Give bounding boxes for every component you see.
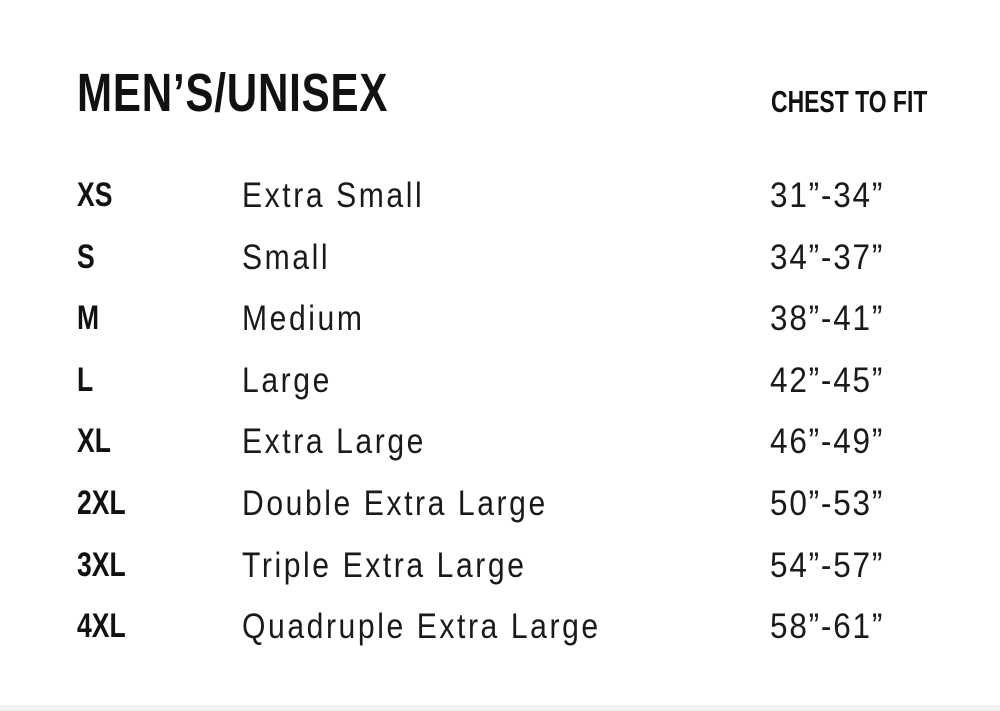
chest-column-header: CHEST TO FIT bbox=[771, 84, 928, 119]
size-name: Double Extra Large bbox=[242, 484, 548, 523]
size-name: Large bbox=[242, 360, 332, 400]
size-code: XL bbox=[77, 422, 111, 461]
size-name: Quadruple Extra Large bbox=[242, 607, 601, 647]
bottom-border bbox=[0, 705, 1000, 711]
chest-range: 31”-34” bbox=[770, 176, 885, 215]
size-code: XS bbox=[77, 176, 113, 214]
size-code: 2XL bbox=[77, 484, 126, 522]
size-code: 3XL bbox=[77, 545, 126, 584]
size-name: Small bbox=[242, 237, 331, 277]
size-code: 4XL bbox=[77, 607, 126, 646]
table-row: XS Extra Small 31”-34” bbox=[0, 176, 1000, 236]
size-name: Extra Small bbox=[242, 176, 425, 215]
table-row: 4XL Quadruple Extra Large 58”-61” bbox=[0, 607, 1000, 667]
chest-range: 38”-41” bbox=[770, 299, 885, 339]
chest-range: 58”-61” bbox=[770, 607, 885, 647]
chest-range: 54”-57” bbox=[770, 545, 885, 585]
size-code: L bbox=[77, 360, 94, 399]
table-row: 3XL Triple Extra Large 54”-57” bbox=[0, 546, 1000, 606]
chest-range: 42”-45” bbox=[770, 360, 885, 400]
size-name: Extra Large bbox=[242, 422, 426, 462]
size-code: S bbox=[77, 237, 95, 276]
table-row: M Medium 38”-41” bbox=[0, 299, 1000, 359]
size-chart-title: MEN’S/UNISEX bbox=[77, 63, 389, 123]
table-row: XL Extra Large 46”-49” bbox=[0, 422, 1000, 482]
chest-range: 50”-53” bbox=[770, 484, 885, 523]
chest-range: 34”-37” bbox=[770, 237, 885, 277]
size-code: M bbox=[77, 299, 100, 338]
chest-range: 46”-49” bbox=[770, 422, 885, 462]
table-row: 2XL Double Extra Large 50”-53” bbox=[0, 484, 1000, 544]
table-row: S Small 34”-37” bbox=[0, 238, 1000, 298]
size-name: Triple Extra Large bbox=[242, 545, 527, 585]
table-row: L Large 42”-45” bbox=[0, 361, 1000, 421]
size-name: Medium bbox=[242, 299, 365, 339]
